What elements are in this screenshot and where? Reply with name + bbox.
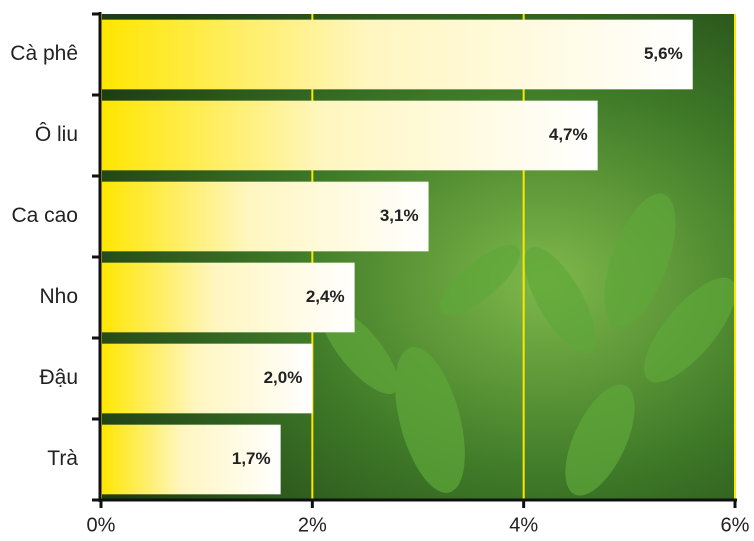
x-tick-label: 4% bbox=[509, 514, 538, 536]
bar bbox=[101, 343, 313, 414]
category-label: Đậu bbox=[39, 366, 78, 389]
bar bbox=[101, 424, 281, 495]
category-label: Cà phê bbox=[10, 42, 78, 65]
value-label: 2,0% bbox=[264, 368, 303, 387]
bars: 5,6% 4,7% 3,1% 2,4% 2,0% 1,7% bbox=[101, 19, 693, 495]
category-label: Nho bbox=[39, 285, 78, 308]
value-label: 5,6% bbox=[644, 44, 683, 63]
bar bbox=[101, 181, 429, 252]
x-tick-label: 2% bbox=[298, 514, 327, 536]
x-tick-label: 6% bbox=[721, 514, 750, 536]
value-label: 1,7% bbox=[232, 449, 271, 468]
value-label: 4,7% bbox=[549, 125, 588, 144]
value-label: 3,1% bbox=[380, 206, 419, 225]
value-label: 2,4% bbox=[306, 287, 345, 306]
bar bbox=[101, 19, 693, 90]
bar bbox=[101, 262, 355, 333]
category-label: Ca cao bbox=[11, 204, 78, 227]
category-label: Trà bbox=[47, 447, 78, 470]
category-label: Ô liu bbox=[35, 123, 78, 146]
x-tick-label: 0% bbox=[87, 514, 116, 536]
bar bbox=[101, 100, 598, 171]
